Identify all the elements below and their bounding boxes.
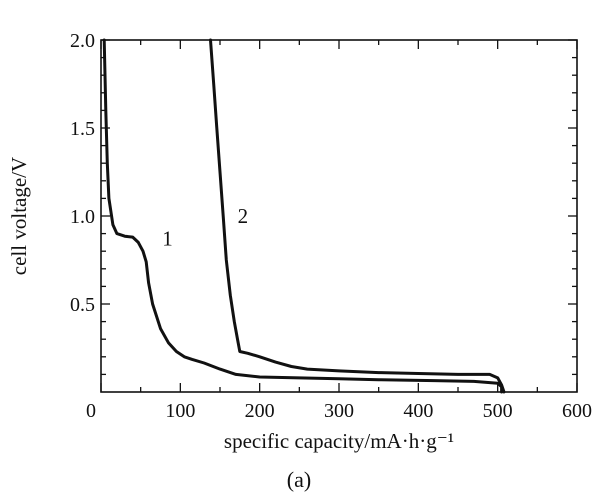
x-tick-label: 600 bbox=[562, 400, 592, 422]
plot-frame bbox=[100, 39, 578, 393]
tick-labels: 0 100 200 300 400 500 600 0.5 1.0 1.5 2.0 bbox=[70, 30, 592, 422]
y-tick-label: 1.5 bbox=[70, 118, 95, 140]
series-line-2 bbox=[209, 38, 506, 394]
y-tick-label: 2.0 bbox=[70, 30, 95, 52]
x-tick-label: 300 bbox=[324, 400, 354, 422]
y-tick-label: 0.5 bbox=[70, 294, 95, 316]
x-tick-label: 100 bbox=[165, 400, 195, 422]
axis-ticks bbox=[100, 39, 578, 392]
x-tick-label: 400 bbox=[403, 400, 433, 422]
series-label-1: 1 bbox=[162, 227, 173, 251]
x-axis-label: specific capacity/mA·h·g⁻¹ bbox=[224, 429, 454, 453]
series-label-2: 2 bbox=[238, 204, 249, 228]
x-tick-label: 200 bbox=[245, 400, 275, 422]
x-tick-label: 500 bbox=[483, 400, 513, 422]
y-axis-label: cell voltage/V bbox=[7, 157, 31, 275]
figure-caption: (a) bbox=[287, 467, 311, 492]
series-lines: 12 bbox=[102, 38, 506, 394]
x-tick-label: 0 bbox=[86, 400, 96, 422]
y-tick-label: 1.0 bbox=[70, 206, 95, 228]
series-line-1 bbox=[102, 38, 504, 394]
